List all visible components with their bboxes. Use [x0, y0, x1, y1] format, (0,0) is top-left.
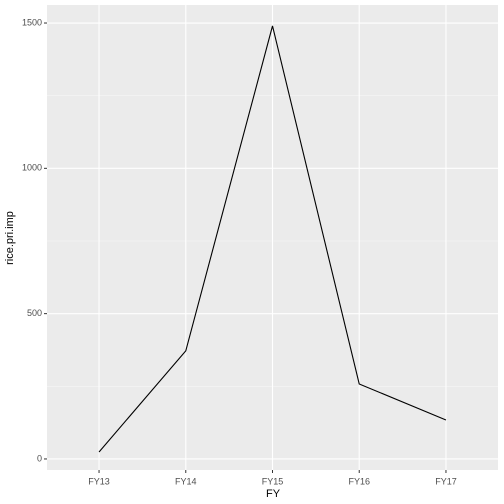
y-tick-label: 0 [37, 453, 42, 463]
x-tick-label: FY17 [435, 476, 457, 486]
y-tick-label: 1000 [22, 163, 42, 173]
y-tick-label: 500 [27, 308, 42, 318]
y-axis-title: rice.pri.imp [4, 211, 16, 265]
x-tick-label: FY14 [175, 476, 197, 486]
x-tick-label: FY15 [262, 476, 284, 486]
x-tick-label: FY13 [88, 476, 110, 486]
line [98, 25, 447, 453]
y-tick-label: 1500 [22, 17, 42, 27]
x-tick-label: FY16 [348, 476, 370, 486]
x-axis-title: FY [266, 488, 281, 500]
